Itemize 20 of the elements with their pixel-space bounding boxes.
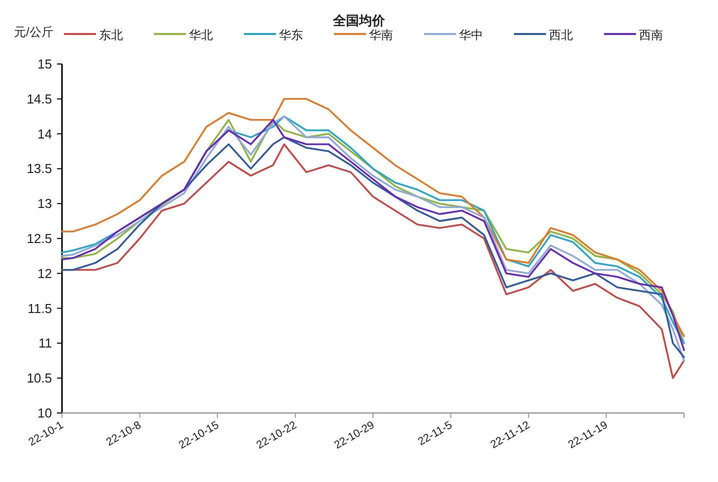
legend-label: 华南	[369, 28, 393, 42]
y-tick-label: 12	[38, 266, 52, 281]
y-tick-label: 14.5	[26, 91, 52, 106]
y-axis-title: 元/公斤	[14, 25, 54, 39]
y-tick-label: 15	[38, 56, 52, 72]
chart-title: 全国均价	[332, 13, 386, 28]
y-tick-label: 13	[38, 196, 52, 212]
y-tick-label: 13.5	[26, 161, 52, 176]
y-tick-label: 12.5	[26, 231, 52, 246]
legend-label: 华东	[279, 28, 303, 42]
y-tick-label: 11.5	[28, 300, 52, 316]
y-tick-label: 10	[38, 406, 52, 420]
legend-label: 华中	[459, 28, 483, 42]
legend-label: 华北	[189, 28, 213, 42]
legend-label: 东北	[99, 28, 123, 42]
legend-label: 西北	[549, 28, 573, 42]
y-tick-label: 14	[38, 126, 52, 142]
y-tick-label: 10.5	[26, 370, 52, 386]
y-tick-label: 11	[38, 336, 52, 351]
legend-label: 西南	[639, 28, 663, 42]
